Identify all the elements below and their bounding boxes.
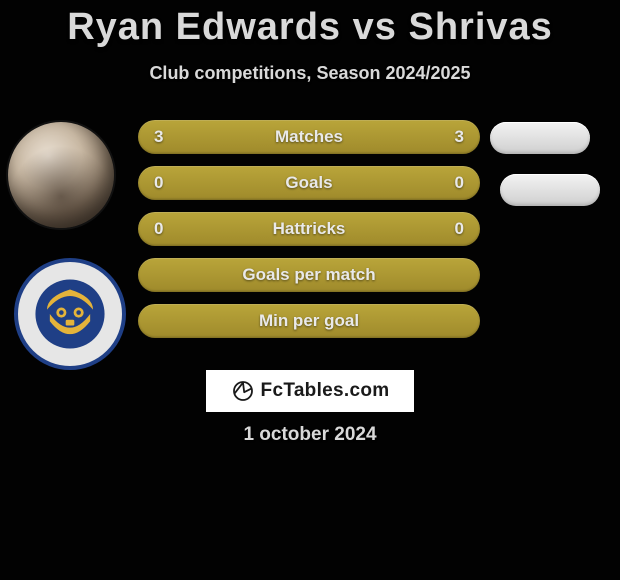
stat-left-value: 0 xyxy=(154,173,174,193)
club-crest-icon xyxy=(14,258,126,370)
title-player-right: Shrivas xyxy=(408,6,552,48)
opponent-avatar-placeholder-icon xyxy=(490,122,590,154)
title-player-left: Ryan Edwards xyxy=(67,6,341,48)
branding-bar: FcTables.com xyxy=(206,370,414,412)
stats-table: 3 Matches 3 0 Goals 0 0 Hattricks 0 Goal… xyxy=(138,120,480,350)
stat-left-value: 0 xyxy=(154,219,174,239)
stat-right-value: 0 xyxy=(444,219,464,239)
stat-label: Goals xyxy=(174,173,444,193)
stat-row: 0 Hattricks 0 xyxy=(138,212,480,246)
opponent-crest-placeholder-icon xyxy=(500,174,600,206)
stat-label: Min per goal xyxy=(174,311,444,331)
stat-label: Matches xyxy=(174,127,444,147)
crest-face-icon xyxy=(34,278,106,350)
player-avatar-icon xyxy=(8,122,114,228)
snapshot-date: 1 october 2024 xyxy=(0,424,620,446)
stat-right-value: 0 xyxy=(444,173,464,193)
subtitle: Club competitions, Season 2024/2025 xyxy=(0,63,620,84)
fctables-logo-icon xyxy=(231,379,255,403)
branding-text: FcTables.com xyxy=(261,380,390,402)
stat-right-value: 3 xyxy=(444,127,464,147)
comparison-card: Ryan Edwards vs Shrivas Club competition… xyxy=(0,0,620,580)
page-title: Ryan Edwards vs Shrivas xyxy=(0,0,620,49)
stat-row: 3 Matches 3 xyxy=(138,120,480,154)
stat-left-value: 3 xyxy=(154,127,174,147)
stat-label: Goals per match xyxy=(174,265,444,285)
stat-row: Min per goal xyxy=(138,304,480,338)
title-separator: vs xyxy=(353,6,397,48)
stat-label: Hattricks xyxy=(174,219,444,239)
stat-row: Goals per match xyxy=(138,258,480,292)
stat-row: 0 Goals 0 xyxy=(138,166,480,200)
